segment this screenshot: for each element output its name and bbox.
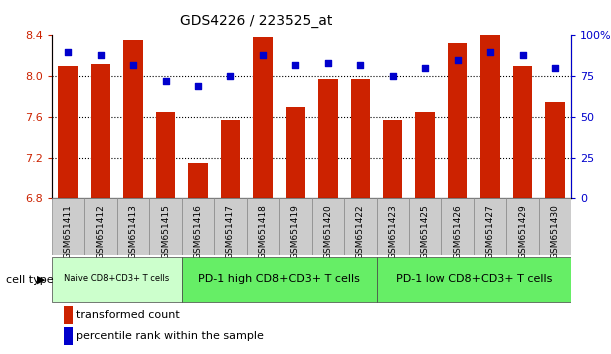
Text: percentile rank within the sample: percentile rank within the sample [76,331,264,341]
Point [485,49,495,55]
Bar [539,198,571,255]
Point [96,52,106,58]
Bar [286,107,305,198]
Point [290,62,300,68]
Point [323,60,333,66]
Bar [474,198,507,255]
Text: GSM651423: GSM651423 [388,204,397,259]
Bar [344,198,376,255]
Text: GSM651419: GSM651419 [291,204,300,259]
Bar [52,257,182,302]
Bar [318,79,338,198]
Point [193,83,203,89]
Text: GSM651411: GSM651411 [64,204,73,259]
Text: cell type: cell type [6,275,54,285]
Point [64,49,73,55]
Text: GSM651429: GSM651429 [518,204,527,259]
Point [161,78,170,84]
Bar [182,198,214,255]
Point [356,62,365,68]
Bar [52,198,84,255]
Point [550,65,560,71]
Text: GDS4226 / 223525_at: GDS4226 / 223525_at [180,14,333,28]
Text: GSM651425: GSM651425 [421,204,430,259]
Bar [84,198,117,255]
Bar [442,198,474,255]
Text: GSM651412: GSM651412 [96,204,105,259]
Point [128,62,138,68]
Point [420,65,430,71]
Text: GSM651430: GSM651430 [551,204,560,259]
Bar [214,198,247,255]
Text: GSM651426: GSM651426 [453,204,462,259]
Bar [409,198,442,255]
Bar [188,162,208,198]
Point [518,52,527,58]
Bar [59,66,78,198]
Text: GSM651415: GSM651415 [161,204,170,259]
Bar [247,198,279,255]
Bar [480,35,500,198]
Bar [156,112,175,198]
Bar [383,120,403,198]
Text: ▶: ▶ [37,275,46,285]
Text: GSM651416: GSM651416 [194,204,202,259]
Bar [376,257,571,302]
Point [453,57,463,63]
Text: Naive CD8+CD3+ T cells: Naive CD8+CD3+ T cells [64,274,169,283]
Text: PD-1 high CD8+CD3+ T cells: PD-1 high CD8+CD3+ T cells [198,274,360,284]
Bar [507,198,539,255]
Text: GSM651413: GSM651413 [128,204,137,259]
Text: GSM651417: GSM651417 [226,204,235,259]
Text: GSM651418: GSM651418 [258,204,268,259]
Text: PD-1 low CD8+CD3+ T cells: PD-1 low CD8+CD3+ T cells [396,274,552,284]
Bar [91,64,111,198]
Bar [513,66,532,198]
Bar [123,40,143,198]
Bar [546,102,565,198]
Bar [149,198,182,255]
Bar [312,198,344,255]
Text: GSM651420: GSM651420 [323,204,332,259]
Bar [221,120,240,198]
Bar [279,198,312,255]
Bar [448,42,467,198]
Bar [376,198,409,255]
Bar [253,38,273,198]
Bar [415,112,435,198]
Text: GSM651422: GSM651422 [356,204,365,258]
Point [258,52,268,58]
Point [225,73,235,79]
Bar [351,79,370,198]
Bar [117,198,149,255]
Bar [182,257,376,302]
Point [388,73,398,79]
Text: GSM651427: GSM651427 [486,204,495,259]
Text: transformed count: transformed count [76,310,180,320]
